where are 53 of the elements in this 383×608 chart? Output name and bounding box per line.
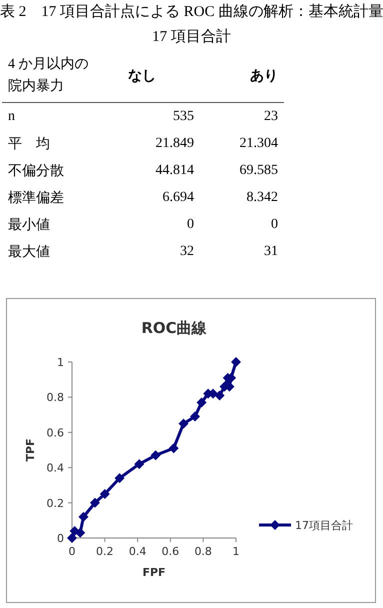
point [190,412,200,422]
y-tick-label: 0.4 [46,462,64,475]
x-tick-label: 0.2 [96,545,114,558]
text: あり [200,50,284,102]
point [231,357,241,367]
point [178,418,189,429]
text: 最大値 [7,244,51,262]
chart-title: ROC曲線 [141,319,208,337]
text: 17 項目合計 [151,28,232,46]
text: 8.342 [246,188,279,206]
point [168,443,179,454]
x-tick-label: 0.6 [162,545,180,558]
y-tick-label: 1 [57,356,64,369]
x-axis-title: FPF [142,566,166,579]
point [150,450,161,460]
x-tick-label: 0.8 [194,545,212,558]
point [196,397,207,408]
y-tick-label: 0.6 [46,426,64,440]
text: 0 [186,216,195,234]
text: 0 [270,216,279,234]
text: 標準偏差 [7,190,65,208]
y-tick-label: 0 [57,532,64,545]
x-tick-label: 0 [68,545,76,558]
text: なし [98,50,200,102]
text: 44.814 [154,162,195,180]
point [100,489,110,499]
text: 表 2 17 項目合計点による ROC 曲線の解析：基本統計量 [0,2,383,21]
point [134,459,144,470]
legend-label: 17項目合計 [295,519,353,532]
point [90,498,100,508]
text: 21.304 [238,134,279,152]
text: 535 [172,108,195,126]
text: 32 [179,242,195,260]
text: 平 均 [7,136,51,154]
point [75,528,86,538]
point [67,533,77,543]
y-tick-label: 0.8 [46,391,64,404]
text: 6.694 [162,188,195,206]
text: 23 [263,108,279,126]
y-tick-label: 0.2 [46,496,64,510]
x-tick-label: 0.4 [128,545,146,558]
text: 4 か月以内の院内暴力 [2,50,98,102]
point [78,512,88,522]
x-tick-label: 1 [232,545,240,558]
point [214,390,225,400]
text: 不偏分散 [7,162,65,180]
y-axis-title: TPF [24,438,37,462]
text: 最小値 [7,216,51,234]
text: 69.585 [238,162,279,180]
point [114,473,125,484]
text: n [7,108,16,126]
text: 31 [263,242,279,260]
text: 21.849 [154,134,195,152]
